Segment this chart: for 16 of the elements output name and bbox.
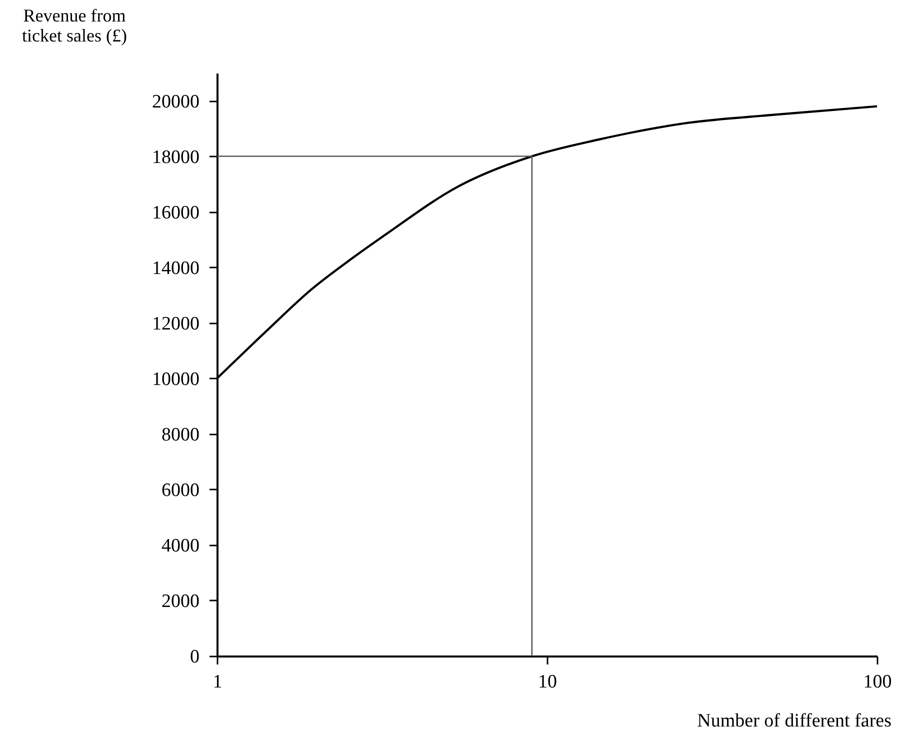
x-tick-label: 100 [863, 672, 892, 692]
y-tick-label: 20000 [152, 91, 200, 112]
y-tick-label: 6000 [162, 480, 200, 501]
y-tick-label: 18000 [152, 146, 200, 168]
x-axis-title: Number of different fares [697, 710, 892, 732]
x-tick-label: 1 [212, 672, 222, 692]
y-axis-title: Revenue from ticket sales (£) [22, 6, 127, 46]
y-tick-label: 2000 [162, 590, 200, 612]
x-tick-label: 10 [538, 672, 557, 692]
y-tick-label: 0 [190, 646, 200, 668]
y-tick-label: 4000 [162, 535, 200, 556]
y-tick-label: 14000 [152, 258, 200, 279]
y-tick-label: 12000 [152, 313, 200, 334]
y-tick-label: 16000 [152, 202, 200, 224]
y-tick-label: 10000 [152, 368, 200, 390]
y-tick-label: 8000 [162, 424, 200, 446]
